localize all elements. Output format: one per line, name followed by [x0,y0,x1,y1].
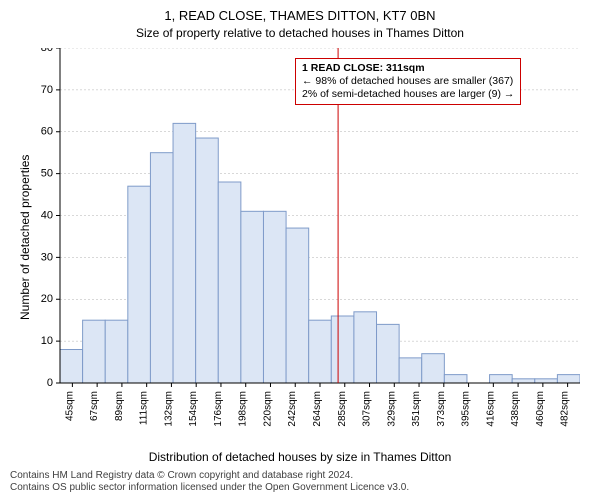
svg-text:111sqm: 111sqm [139,391,150,425]
chart-container: 1, READ CLOSE, THAMES DITTON, KT7 0BN Si… [0,0,600,500]
svg-text:67sqm: 67sqm [89,391,100,421]
bar [196,138,219,383]
svg-text:60: 60 [41,126,53,138]
annotation-line2: ← 98% of detached houses are smaller (36… [302,75,514,88]
svg-text:80: 80 [41,48,53,54]
svg-text:264sqm: 264sqm [312,391,323,427]
footnote-line1: Contains HM Land Registry data © Crown c… [10,470,590,482]
x-axis-label: Distribution of detached houses by size … [0,450,600,464]
bars [60,123,580,383]
bar [263,211,286,383]
bar [490,375,513,383]
annotation-line3: 2% of semi-detached houses are larger (9… [302,88,514,101]
svg-text:50: 50 [41,168,53,180]
svg-text:351sqm: 351sqm [411,391,422,427]
bar [512,379,535,383]
svg-text:154sqm: 154sqm [188,391,199,427]
svg-text:30: 30 [41,251,53,263]
svg-text:220sqm: 220sqm [262,391,273,427]
svg-text:176sqm: 176sqm [213,391,224,427]
y-ticks: 0 10 20 30 40 50 60 70 80 [41,48,60,389]
chart-title-line1: 1, READ CLOSE, THAMES DITTON, KT7 0BN [0,8,600,23]
bar [105,320,128,383]
svg-text:438sqm: 438sqm [510,391,521,427]
bar [286,228,309,383]
bar [399,358,422,383]
footnote: Contains HM Land Registry data © Crown c… [10,470,590,494]
svg-text:0: 0 [47,377,53,389]
svg-text:20: 20 [41,293,53,305]
bar [218,182,241,383]
bar [173,123,196,383]
x-ticks: 45sqm 67sqm 89sqm 111sqm 132sqm 154sqm 176sqm 1… [64,383,570,427]
bar [150,153,173,383]
svg-text:285sqm: 285sqm [337,391,348,427]
annotation-box: 1 READ CLOSE: 311sqm ← 98% of detached h… [295,58,521,105]
bar [60,350,83,384]
bar [128,186,151,383]
bar [557,375,580,383]
svg-text:132sqm: 132sqm [163,391,174,427]
svg-text:482sqm: 482sqm [560,391,571,427]
svg-text:10: 10 [41,335,53,347]
bar [331,316,354,383]
bar [354,312,377,383]
svg-text:45sqm: 45sqm [64,391,75,421]
bar [422,354,445,383]
bar [309,320,332,383]
svg-text:307sqm: 307sqm [362,391,373,427]
svg-text:89sqm: 89sqm [114,391,125,421]
bar [241,211,264,383]
svg-text:416sqm: 416sqm [485,391,496,427]
svg-text:40: 40 [41,209,53,221]
svg-text:395sqm: 395sqm [461,391,472,427]
bar [535,379,558,383]
bar [444,375,467,383]
bar [377,324,400,383]
chart-title-line2: Size of property relative to detached ho… [0,26,600,40]
svg-text:198sqm: 198sqm [238,391,249,427]
svg-text:329sqm: 329sqm [386,391,397,427]
svg-text:70: 70 [41,84,53,96]
plot-area: 0 10 20 30 40 50 60 70 80 45sqm 67sqm 89sqm 111sqm 1… [10,48,580,433]
annotation-line1: 1 READ CLOSE: 311sqm [302,62,514,75]
svg-text:460sqm: 460sqm [535,391,546,427]
svg-text:242sqm: 242sqm [287,391,298,427]
bar [83,320,106,383]
footnote-line2: Contains OS public sector information li… [10,482,590,494]
svg-text:373sqm: 373sqm [436,391,447,427]
